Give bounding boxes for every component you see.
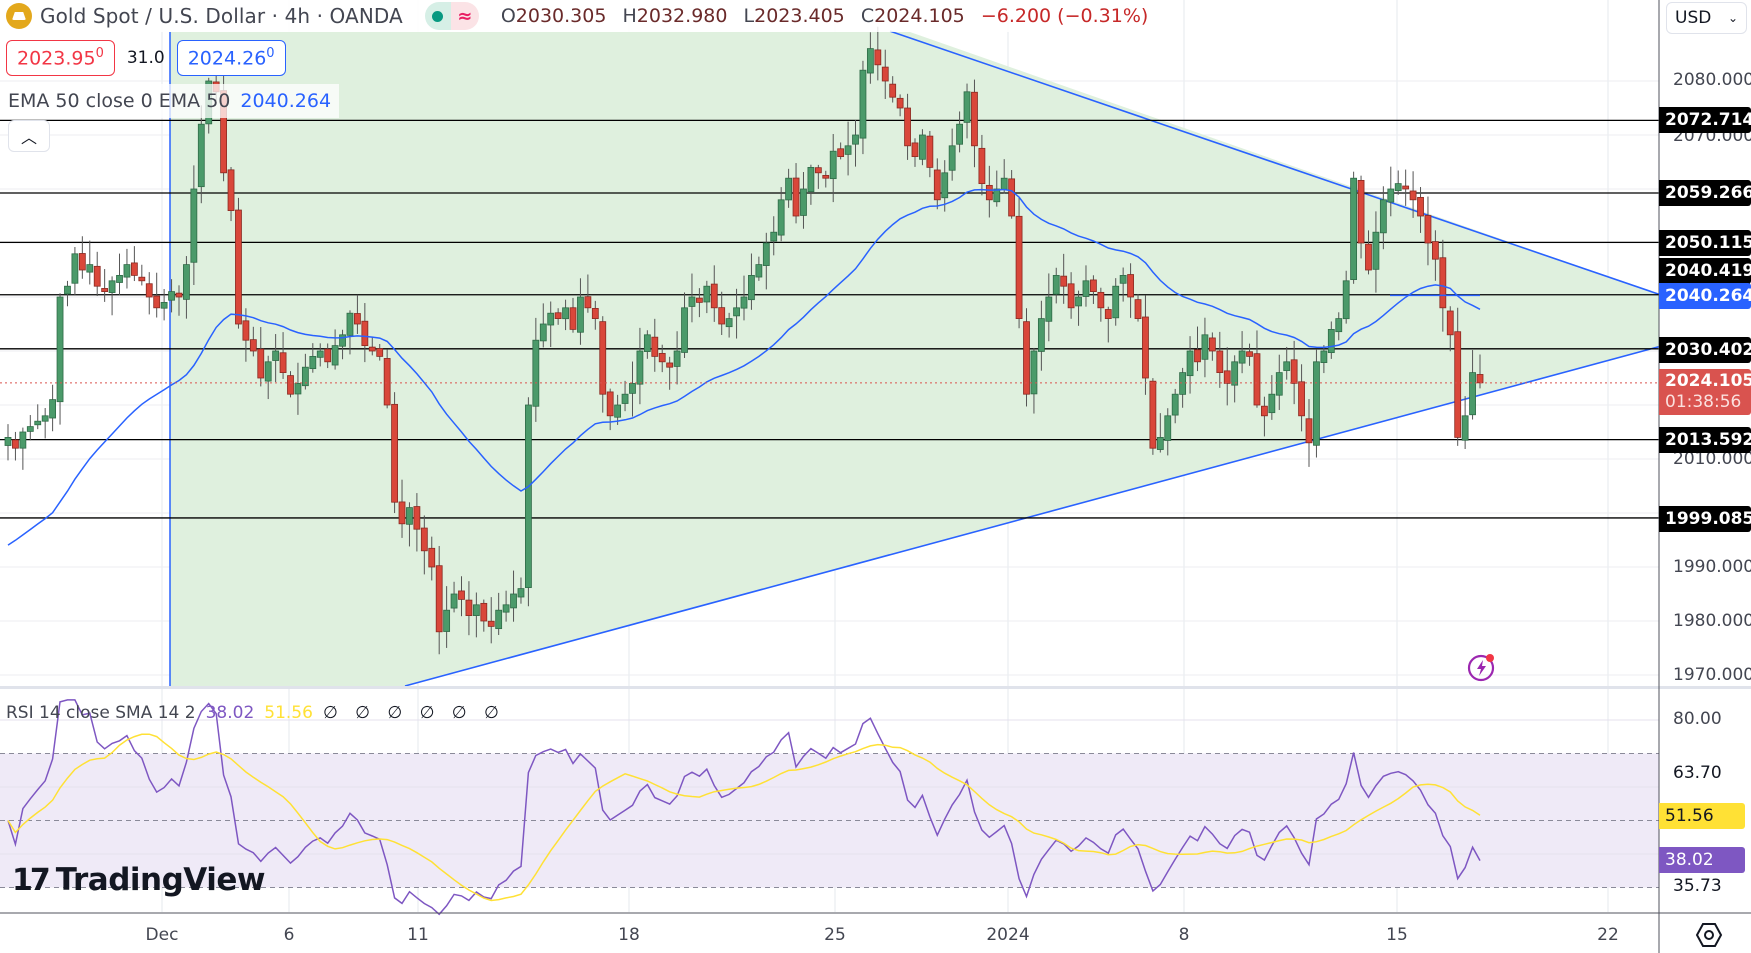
- level-tag: 2040.419: [1659, 258, 1751, 284]
- rsi-sma-value: 51.56: [264, 703, 313, 723]
- chevron-down-icon: ⌄: [1727, 11, 1738, 25]
- ema-legend[interactable]: EMA 50 close 0 EMA 50 2040.264: [0, 84, 340, 118]
- time-tick: 2024: [986, 925, 1030, 945]
- level-tag: 2050.115: [1659, 230, 1751, 256]
- sell-price: 2023.95: [17, 47, 96, 70]
- level-tag: 2059.266: [1659, 180, 1751, 206]
- low-value: 2023.405: [754, 5, 845, 27]
- symbol-legend: Gold Spot / U.S. Dollar · 4h · OANDA ≈ O…: [0, 0, 1159, 32]
- rsi-min-tick: 35.73: [1673, 876, 1722, 896]
- chevron-up-icon: ︿: [20, 128, 37, 147]
- time-tick: 25: [824, 925, 846, 945]
- time-tick: 15: [1386, 925, 1408, 945]
- rsi-null-values: ∅ ∅ ∅ ∅ ∅ ∅: [322, 703, 505, 723]
- settings-icon[interactable]: [1695, 922, 1723, 948]
- last-price: 2024.105: [1665, 371, 1751, 391]
- trade-buttons: 2023.950 31.0 2024.260: [0, 38, 286, 78]
- price-tick: 1970.000: [1673, 665, 1751, 685]
- buy-price-sup: 0: [266, 46, 275, 62]
- rsi-sma-tag: 51.56: [1659, 803, 1745, 829]
- close-key: C: [860, 5, 875, 27]
- low-key: L: [743, 5, 755, 27]
- price-tick: 2010.000: [1673, 449, 1751, 469]
- gold-logo-icon: [6, 3, 32, 29]
- ema-tag: 2040.264: [1659, 283, 1751, 309]
- rsi-tag: 38.02: [1659, 847, 1745, 873]
- buy-price: 2024.26: [187, 47, 267, 70]
- symbol-title[interactable]: Gold Spot / U.S. Dollar · 4h · OANDA: [40, 4, 403, 28]
- time-tick: 8: [1178, 925, 1190, 945]
- time-tick: Dec: [145, 925, 179, 945]
- ema-value: 2040.264: [240, 90, 332, 112]
- rsi-max-tick: 63.70: [1673, 763, 1722, 783]
- price-tick: 1980.000: [1673, 611, 1751, 631]
- currency-dropdown[interactable]: USD ⌄: [1666, 2, 1747, 34]
- rsi-legend[interactable]: RSI 14 close SMA 14 2 38.02 51.56 ∅ ∅ ∅ …: [0, 698, 505, 728]
- spread-value: 31.0: [126, 48, 165, 68]
- high-value: 2032.980: [636, 5, 728, 27]
- time-tick: 11: [407, 925, 429, 945]
- open-value: 2030.305: [515, 5, 607, 27]
- lightning-alert-icon[interactable]: [1466, 651, 1498, 683]
- last-price-tag: 2024.105 01:38:56: [1659, 369, 1751, 415]
- rsi-value: 38.02: [205, 703, 255, 723]
- tradingview-mark-icon: 17: [12, 862, 51, 898]
- bar-countdown: 01:38:56: [1665, 392, 1742, 412]
- ohlc-values: O2030.305 H2032.980 L2023.405 C2024.105 …: [501, 5, 1158, 27]
- level-tag: 2072.714: [1659, 107, 1751, 133]
- change-value: −6.200 (−0.31%): [980, 5, 1149, 27]
- price-tick: 1990.000: [1673, 557, 1751, 577]
- rsi-label: RSI 14 close SMA 14 2: [6, 703, 196, 723]
- time-tick: 22: [1597, 925, 1619, 945]
- buy-button[interactable]: 2024.260: [176, 40, 286, 76]
- price-tick: 2080.000: [1673, 70, 1751, 90]
- market-open-icon: [424, 2, 451, 30]
- tradingview-logo-text: TradingView: [55, 862, 266, 898]
- approx-equal-icon: ≈: [450, 2, 479, 30]
- level-tag: 2013.592: [1659, 427, 1751, 453]
- sell-button[interactable]: 2023.950: [6, 40, 115, 76]
- tradingview-logo[interactable]: 17 TradingView: [12, 862, 266, 898]
- time-tick: 6: [283, 925, 295, 945]
- ema-label: EMA 50 close 0 EMA 50: [8, 90, 231, 112]
- rsi-tick: 80.00: [1673, 709, 1722, 729]
- collapse-legend-button[interactable]: ︿: [8, 120, 50, 152]
- sell-price-sup: 0: [95, 46, 104, 62]
- time-tick: 18: [618, 925, 640, 945]
- level-tag: 2030.402: [1659, 337, 1751, 363]
- high-key: H: [622, 5, 637, 27]
- currency-label: USD: [1675, 8, 1712, 28]
- close-value: 2024.105: [874, 5, 965, 27]
- market-status[interactable]: ≈: [424, 2, 479, 30]
- open-key: O: [500, 5, 516, 27]
- level-tag: 1999.085: [1659, 506, 1751, 532]
